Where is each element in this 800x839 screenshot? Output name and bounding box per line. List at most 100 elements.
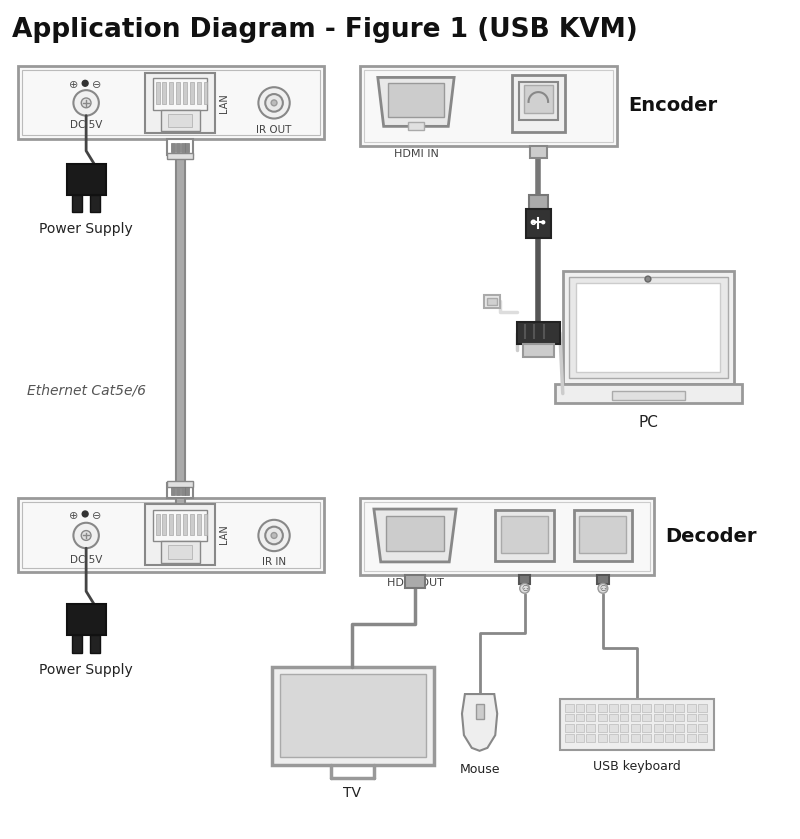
- Circle shape: [258, 87, 290, 118]
- Text: Mouse: Mouse: [459, 763, 500, 775]
- Bar: [575, 714, 584, 722]
- Bar: [631, 714, 640, 722]
- Text: ⊕: ⊕: [69, 511, 78, 521]
- Bar: [574, 510, 632, 561]
- Bar: [522, 344, 554, 357]
- Bar: [619, 714, 628, 722]
- Bar: [386, 516, 444, 551]
- Circle shape: [542, 221, 545, 224]
- Bar: [555, 383, 742, 404]
- Bar: [197, 514, 201, 535]
- Bar: [586, 704, 595, 711]
- Bar: [90, 635, 100, 653]
- Text: Power Supply: Power Supply: [39, 663, 133, 677]
- Bar: [560, 699, 714, 750]
- Bar: [687, 704, 696, 711]
- Circle shape: [82, 98, 91, 107]
- Bar: [170, 514, 174, 535]
- Bar: [619, 734, 628, 742]
- Text: HDMI IN: HDMI IN: [394, 149, 438, 159]
- Bar: [280, 675, 426, 757]
- Bar: [90, 195, 100, 212]
- Bar: [575, 724, 584, 732]
- Bar: [161, 110, 200, 131]
- Bar: [156, 82, 159, 104]
- Text: LAN: LAN: [219, 524, 230, 545]
- Bar: [360, 498, 654, 575]
- Bar: [22, 503, 320, 568]
- Bar: [153, 78, 207, 110]
- Bar: [642, 734, 651, 742]
- Bar: [598, 724, 607, 732]
- Polygon shape: [378, 77, 454, 127]
- Bar: [203, 514, 207, 535]
- Bar: [631, 724, 640, 732]
- Bar: [579, 516, 626, 553]
- Circle shape: [520, 583, 530, 593]
- Circle shape: [82, 81, 88, 86]
- Bar: [364, 503, 650, 571]
- Bar: [73, 195, 82, 212]
- Bar: [387, 83, 444, 117]
- Bar: [170, 82, 174, 104]
- Bar: [665, 734, 674, 742]
- Text: ⊕: ⊕: [69, 81, 78, 91]
- Bar: [406, 575, 425, 588]
- Bar: [642, 714, 651, 722]
- Bar: [176, 143, 180, 152]
- Text: DC 5V: DC 5V: [70, 121, 102, 131]
- Bar: [654, 714, 662, 722]
- Bar: [619, 704, 628, 711]
- Bar: [156, 514, 159, 535]
- Bar: [687, 714, 696, 722]
- Bar: [171, 487, 175, 495]
- Bar: [575, 704, 584, 711]
- Bar: [612, 391, 685, 400]
- Bar: [501, 516, 548, 553]
- Bar: [665, 704, 674, 711]
- Text: ⊖: ⊖: [92, 511, 102, 521]
- Text: ⚇: ⚇: [521, 584, 528, 593]
- Bar: [687, 734, 696, 742]
- Bar: [190, 82, 194, 104]
- Bar: [665, 724, 674, 732]
- Bar: [66, 164, 106, 195]
- Bar: [518, 82, 558, 119]
- Bar: [272, 667, 434, 764]
- Bar: [487, 298, 498, 305]
- Bar: [476, 704, 483, 718]
- Bar: [18, 65, 324, 139]
- Bar: [18, 498, 324, 571]
- Text: Encoder: Encoder: [628, 96, 718, 115]
- Circle shape: [266, 94, 283, 112]
- Bar: [562, 271, 734, 383]
- Bar: [66, 604, 106, 635]
- Bar: [619, 724, 628, 732]
- Bar: [168, 545, 192, 559]
- Bar: [631, 734, 640, 742]
- Bar: [171, 143, 175, 152]
- Polygon shape: [374, 509, 456, 562]
- Bar: [360, 65, 617, 146]
- Circle shape: [266, 527, 283, 545]
- Bar: [569, 277, 728, 378]
- Bar: [698, 704, 706, 711]
- Bar: [517, 322, 560, 344]
- Text: IR IN: IR IN: [262, 557, 286, 567]
- Bar: [183, 514, 187, 535]
- Bar: [609, 714, 618, 722]
- Bar: [654, 724, 662, 732]
- Bar: [161, 541, 200, 563]
- Bar: [609, 734, 618, 742]
- Bar: [675, 734, 684, 742]
- Bar: [176, 514, 180, 535]
- Bar: [687, 724, 696, 732]
- Bar: [167, 482, 193, 498]
- Bar: [698, 714, 706, 722]
- Bar: [565, 734, 574, 742]
- Bar: [698, 724, 706, 732]
- Text: Decoder: Decoder: [666, 527, 757, 546]
- Bar: [145, 504, 215, 565]
- Bar: [145, 72, 215, 133]
- Bar: [185, 143, 189, 152]
